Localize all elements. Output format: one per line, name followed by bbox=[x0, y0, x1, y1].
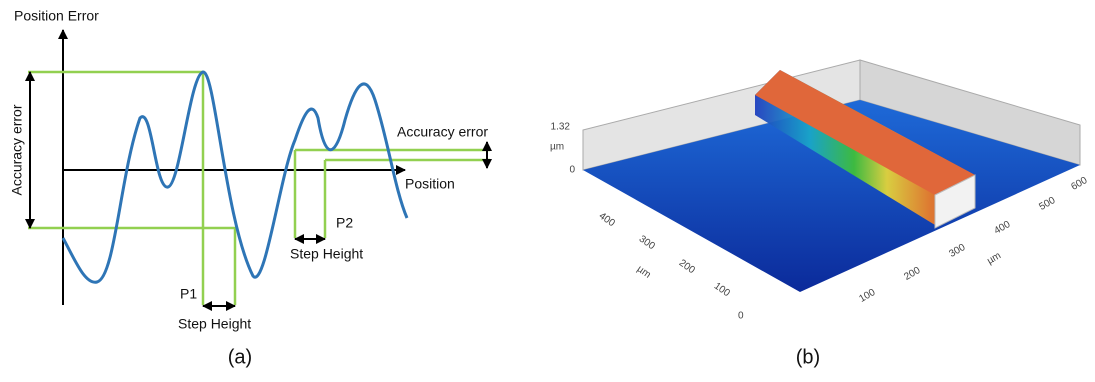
label: Position bbox=[405, 176, 455, 192]
x-tick: 600 bbox=[1069, 175, 1089, 193]
x-tick: 200 bbox=[902, 265, 922, 283]
y-tick: 300 bbox=[637, 234, 657, 253]
label: Step Height bbox=[178, 316, 251, 332]
x-tick: 500 bbox=[1037, 195, 1057, 213]
label: P2 bbox=[336, 215, 353, 231]
label: Step Height bbox=[290, 246, 363, 262]
caption: (a) bbox=[228, 346, 252, 368]
panel-a: Position Error Position Accuracy error A… bbox=[9, 8, 490, 369]
label: Position Error bbox=[14, 8, 99, 24]
x-tick: 100 bbox=[857, 287, 877, 305]
y-tick: 400 bbox=[597, 211, 617, 230]
y-tick: 100 bbox=[712, 281, 732, 300]
z-tick: 1.32 bbox=[551, 122, 571, 133]
x-tick: 400 bbox=[992, 219, 1012, 237]
label: Accuracy error bbox=[397, 124, 488, 140]
x-tick: 300 bbox=[947, 242, 967, 260]
y-unit: µm bbox=[635, 264, 653, 281]
z-unit: µm bbox=[550, 142, 564, 153]
caption: (b) bbox=[796, 346, 820, 368]
x-unit: µm bbox=[985, 250, 1003, 267]
panel-b: 1.32 µm 0 400 300 200 100 0 µm 100 200 3… bbox=[550, 60, 1090, 368]
y-tick: 200 bbox=[677, 258, 697, 277]
z-tick: 0 bbox=[569, 165, 575, 176]
figure: Position Error Position Accuracy error A… bbox=[0, 0, 1095, 382]
y-tick: 0 bbox=[738, 311, 744, 322]
label: Accuracy error bbox=[9, 104, 25, 195]
label: P1 bbox=[180, 286, 197, 302]
